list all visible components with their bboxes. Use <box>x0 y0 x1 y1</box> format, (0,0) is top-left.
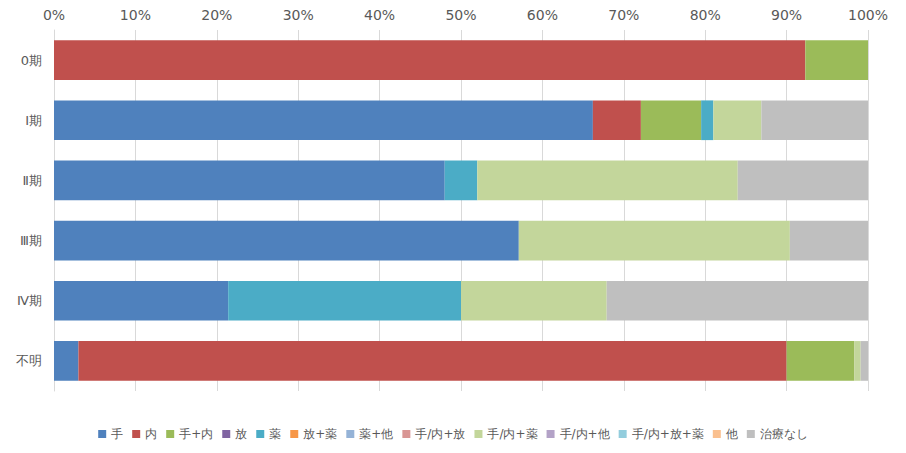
svg-text:30%: 30% <box>283 7 314 23</box>
svg-text:40%: 40% <box>364 7 395 23</box>
svg-text:Ⅲ期: Ⅲ期 <box>20 233 42 248</box>
svg-text:0%: 0% <box>43 7 65 23</box>
svg-text:手+内: 手+内 <box>179 427 213 441</box>
svg-text:100%: 100% <box>848 7 888 23</box>
svg-text:内: 内 <box>145 427 157 441</box>
svg-text:Ⅳ期: Ⅳ期 <box>17 293 42 308</box>
svg-text:50%: 50% <box>445 7 476 23</box>
svg-text:放+薬: 放+薬 <box>303 427 337 441</box>
svg-text:手: 手 <box>111 427 123 441</box>
svg-text:手/内+薬: 手/内+薬 <box>487 427 537 441</box>
svg-text:放: 放 <box>235 427 247 441</box>
svg-text:Ⅱ期: Ⅱ期 <box>23 173 42 188</box>
svg-text:不明: 不明 <box>16 353 42 368</box>
svg-text:治療なし: 治療なし <box>760 427 808 441</box>
svg-text:60%: 60% <box>527 7 558 23</box>
svg-text:Ⅰ期: Ⅰ期 <box>25 113 42 128</box>
svg-text:0期: 0期 <box>21 53 42 68</box>
svg-text:80%: 80% <box>690 7 721 23</box>
svg-text:薬+他: 薬+他 <box>359 427 393 441</box>
svg-text:薬: 薬 <box>269 427 281 441</box>
svg-text:20%: 20% <box>201 7 232 23</box>
svg-text:10%: 10% <box>120 7 151 23</box>
svg-text:手/内+放: 手/内+放 <box>415 427 465 441</box>
svg-text:手/内+他: 手/内+他 <box>560 427 610 441</box>
svg-text:手/内+放+薬: 手/内+放+薬 <box>632 427 704 441</box>
svg-text:他: 他 <box>726 427 738 441</box>
svg-text:90%: 90% <box>771 7 802 23</box>
svg-text:70%: 70% <box>608 7 639 23</box>
